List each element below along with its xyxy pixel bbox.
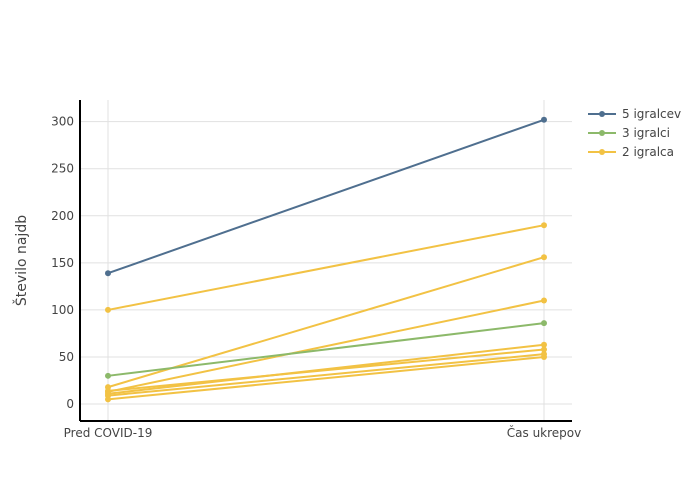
data-point[interactable] [541,346,547,353]
y-tick-label: 250 [51,162,74,176]
y-tick-label: 100 [51,303,74,317]
series-line[interactable] [107,224,545,311]
legend-item[interactable]: 2 igralca [588,145,674,159]
data-point[interactable] [105,387,111,394]
series-line[interactable] [107,322,545,377]
data-point[interactable] [541,353,547,360]
legend-swatch-marker [599,111,605,117]
series-line[interactable] [107,355,545,401]
legend-label: 5 igralcev [622,107,681,121]
grid-layer [80,100,572,421]
legend-swatch-marker [599,149,605,155]
data-point[interactable] [541,116,547,123]
series-line[interactable] [107,256,545,389]
y-tick-label: 300 [51,115,74,129]
tick-labels: 0 50 100 150 200 250 300 Pred COVID-19 Čas ukrep… [51,115,581,440]
legend[interactable]: 5 igralcev 3 igralci 2 igralca [588,107,681,159]
legend-swatch-marker [599,130,605,136]
data-point[interactable] [541,341,547,348]
series-line[interactable] [107,118,545,275]
data-point[interactable] [105,306,111,313]
data-point[interactable] [541,254,547,261]
legend-label: 2 igralca [622,145,674,159]
data-point[interactable] [541,222,547,229]
legend-item[interactable]: 3 igralci [588,126,670,140]
x-tick-label: Pred COVID-19 [64,426,153,440]
series-layer [105,116,547,403]
legend-item[interactable]: 5 igralcev [588,107,681,121]
data-point[interactable] [541,320,547,327]
data-point[interactable] [105,270,111,277]
y-tick-label: 150 [51,256,74,270]
legend-label: 3 igralci [622,126,670,140]
series-line[interactable] [107,353,545,397]
series-line[interactable] [107,348,545,392]
series-line[interactable] [107,299,545,393]
data-point[interactable] [541,297,547,304]
y-tick-label: 0 [66,397,74,411]
y-tick-label: 50 [59,350,74,364]
x-tick-label: Čas ukrepov [507,425,581,440]
y-tick-label: 200 [51,209,74,223]
y-axis-title: Število najdb [12,215,30,306]
axes-layer [79,100,572,422]
data-point[interactable] [105,396,111,403]
data-point[interactable] [105,372,111,379]
